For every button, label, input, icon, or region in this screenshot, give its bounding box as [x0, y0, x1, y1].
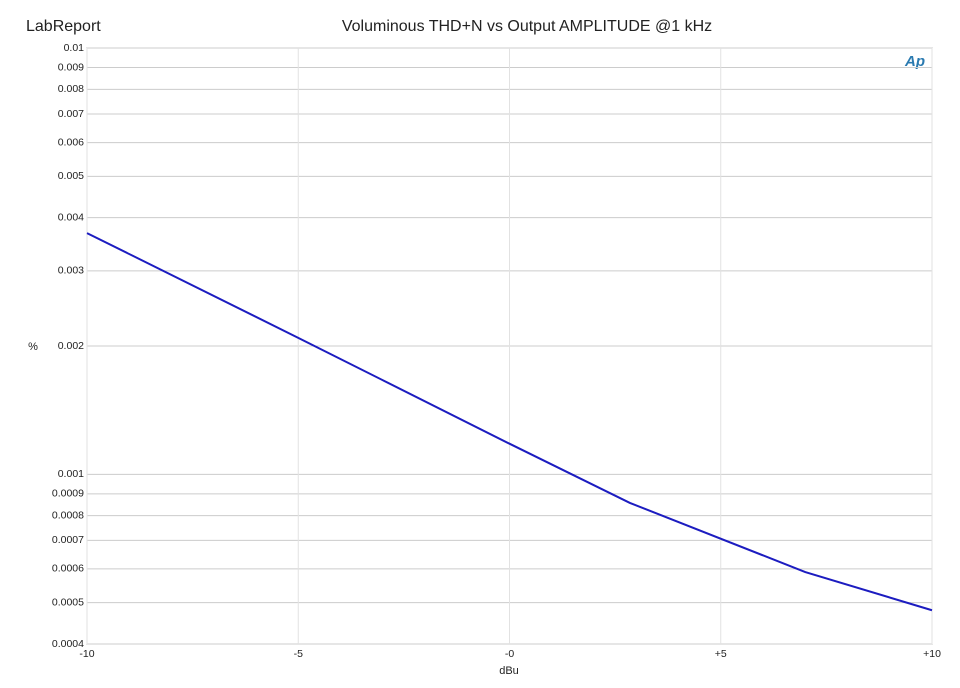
x-tick-label: -10 [79, 648, 94, 660]
chart-title: Voluminous THD+N vs Output AMPLITUDE @1 … [342, 18, 712, 35]
data-line [86, 232, 933, 612]
y-tick-label: 0.0006 [52, 563, 84, 575]
x-tick-label: -5 [294, 648, 303, 660]
y-axis-label: % [28, 341, 38, 353]
y-tick-label: 0.005 [58, 170, 84, 182]
y-tick-label: 0.0005 [52, 596, 84, 608]
y-tick-label: 0.0007 [52, 534, 84, 546]
y-tick-label: 0.0004 [52, 638, 84, 650]
brand: LabReport [26, 18, 101, 35]
y-tick-label: 0.007 [58, 108, 84, 120]
x-tick-label: -0 [505, 648, 514, 660]
y-tick-label: 0.003 [58, 265, 84, 277]
y-tick-label: 0.004 [58, 211, 84, 223]
logo: Ap [904, 53, 925, 70]
y-tick-label: 0.008 [58, 83, 84, 95]
y-tick-label: 0.0009 [52, 488, 84, 500]
x-tick-label: +10 [923, 648, 941, 660]
y-tick-label: 0.001 [58, 468, 84, 480]
y-tick-label: 0.002 [58, 340, 84, 352]
y-tick-label: 0.009 [58, 61, 84, 73]
x-tick-label: +5 [715, 648, 727, 660]
y-tick-label: 0.0008 [52, 509, 84, 521]
y-tick-label: 0.01 [64, 42, 85, 54]
x-axis-label: dBu [499, 665, 519, 677]
y-tick-label: 0.006 [58, 136, 84, 148]
